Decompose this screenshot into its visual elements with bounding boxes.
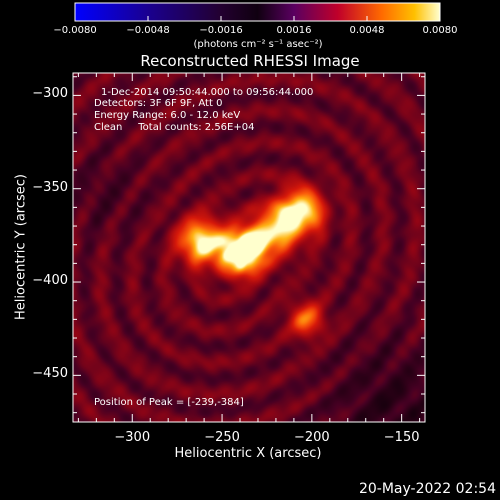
colorbar-unit-label: (photons cm⁻² s⁻¹ asec⁻²) bbox=[193, 39, 323, 50]
plot-frame bbox=[72, 72, 426, 423]
heatmap-canvas bbox=[73, 73, 425, 422]
y-axis-label: Heliocentric Y (arcsec) bbox=[13, 174, 29, 320]
y-ticks bbox=[73, 76, 425, 414]
colorbar-gradient bbox=[74, 2, 441, 22]
colorbar-tick-label: −0.0016 bbox=[199, 25, 243, 36]
footer-date: 20-May-2022 02:54 bbox=[358, 481, 496, 497]
x-tick-label: −200 bbox=[293, 430, 330, 445]
colorbar-tick-label: 0.0080 bbox=[422, 25, 458, 36]
colorbar-tick-label: −0.0080 bbox=[53, 25, 97, 36]
annotation-time: 1-Dec-2014 09:50:44.000 to 09:56:44.000 bbox=[101, 87, 314, 98]
y-tick-label: −300 bbox=[32, 86, 68, 102]
x-axis-label: Heliocentric X (arcsec) bbox=[174, 446, 322, 461]
colorbar-tick-label: −0.0048 bbox=[126, 25, 170, 36]
x-ticks bbox=[77, 73, 421, 422]
annotation-energy: Energy Range: 6.0 - 12.0 keV bbox=[94, 110, 241, 121]
y-tick-label: −350 bbox=[32, 179, 68, 195]
x-tick-label: −300 bbox=[114, 430, 151, 445]
colorbar-ticks bbox=[74, 16, 441, 21]
chart-title: Reconstructed RHESSI Image bbox=[140, 52, 360, 70]
x-tick-label: −250 bbox=[204, 430, 240, 445]
colorbar-tick-label: 0.0048 bbox=[349, 25, 385, 36]
y-tick-label: −400 bbox=[32, 273, 68, 289]
peak-position-label: Position of Peak = [-239,-384] bbox=[94, 397, 244, 408]
colorbar-tick-label: 0.0016 bbox=[276, 25, 312, 36]
annotation-detectors: Detectors: 3F 6F 9F, Att 0 bbox=[94, 98, 223, 109]
y-tick-label: −450 bbox=[32, 366, 68, 382]
annotation-counts: Clean Total counts: 2.56E+04 bbox=[94, 122, 255, 133]
x-tick-label: −150 bbox=[383, 430, 420, 445]
colorbar bbox=[74, 2, 441, 22]
